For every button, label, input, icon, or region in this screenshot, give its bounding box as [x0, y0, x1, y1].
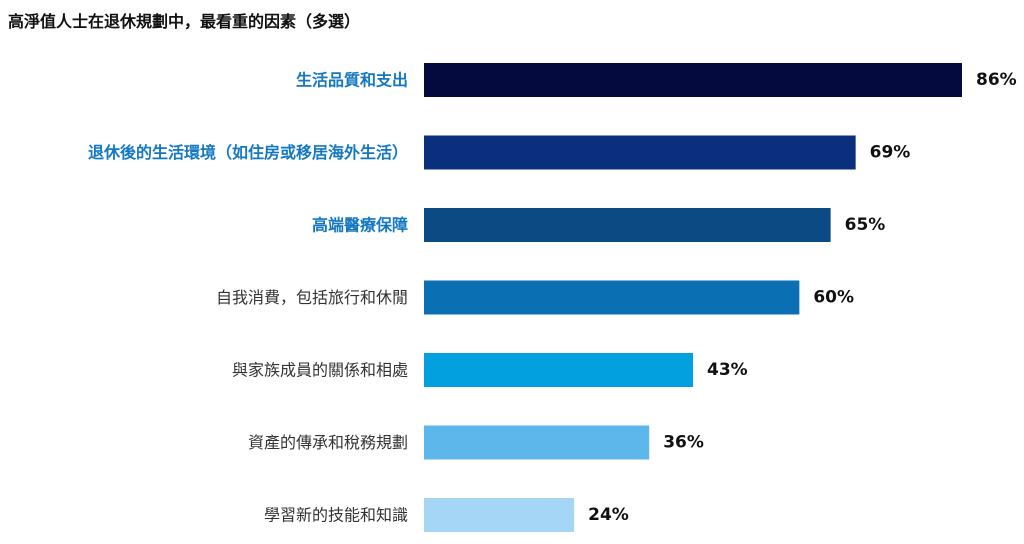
value-label: 43%	[707, 360, 748, 380]
value-label: 24%	[588, 505, 629, 525]
bar	[424, 280, 800, 315]
bar	[424, 63, 962, 97]
category-label: 學習新的技能和知識	[264, 506, 408, 525]
bars-group: 生活品質和支出 86% 退休後的生活環境（如住房或移居海外生活） 69% 高端醫療保障 6…	[88, 63, 1017, 532]
bar	[424, 498, 575, 532]
bar	[424, 425, 650, 460]
category-label: 資產的傳承和稅務規劃	[248, 433, 408, 452]
category-label: 高端醫療保障	[312, 216, 408, 235]
value-label: 65%	[845, 215, 886, 235]
bar	[424, 208, 831, 242]
bar	[424, 135, 856, 170]
category-label: 自我消費，包括旅行和休閒	[216, 288, 408, 307]
category-label: 生活品質和支出	[296, 71, 408, 90]
value-label: 86%	[976, 70, 1017, 90]
bar	[424, 353, 693, 387]
value-label: 69%	[870, 143, 911, 163]
category-label: 退休後的生活環境（如住房或移居海外生活）	[88, 143, 408, 162]
chart-title: 高淨值人士在退休規劃中，最看重的因素（多選）	[8, 12, 361, 31]
value-label: 36%	[663, 433, 704, 453]
value-label: 60%	[813, 288, 854, 308]
category-label: 與家族成員的關係和相處	[232, 361, 408, 380]
